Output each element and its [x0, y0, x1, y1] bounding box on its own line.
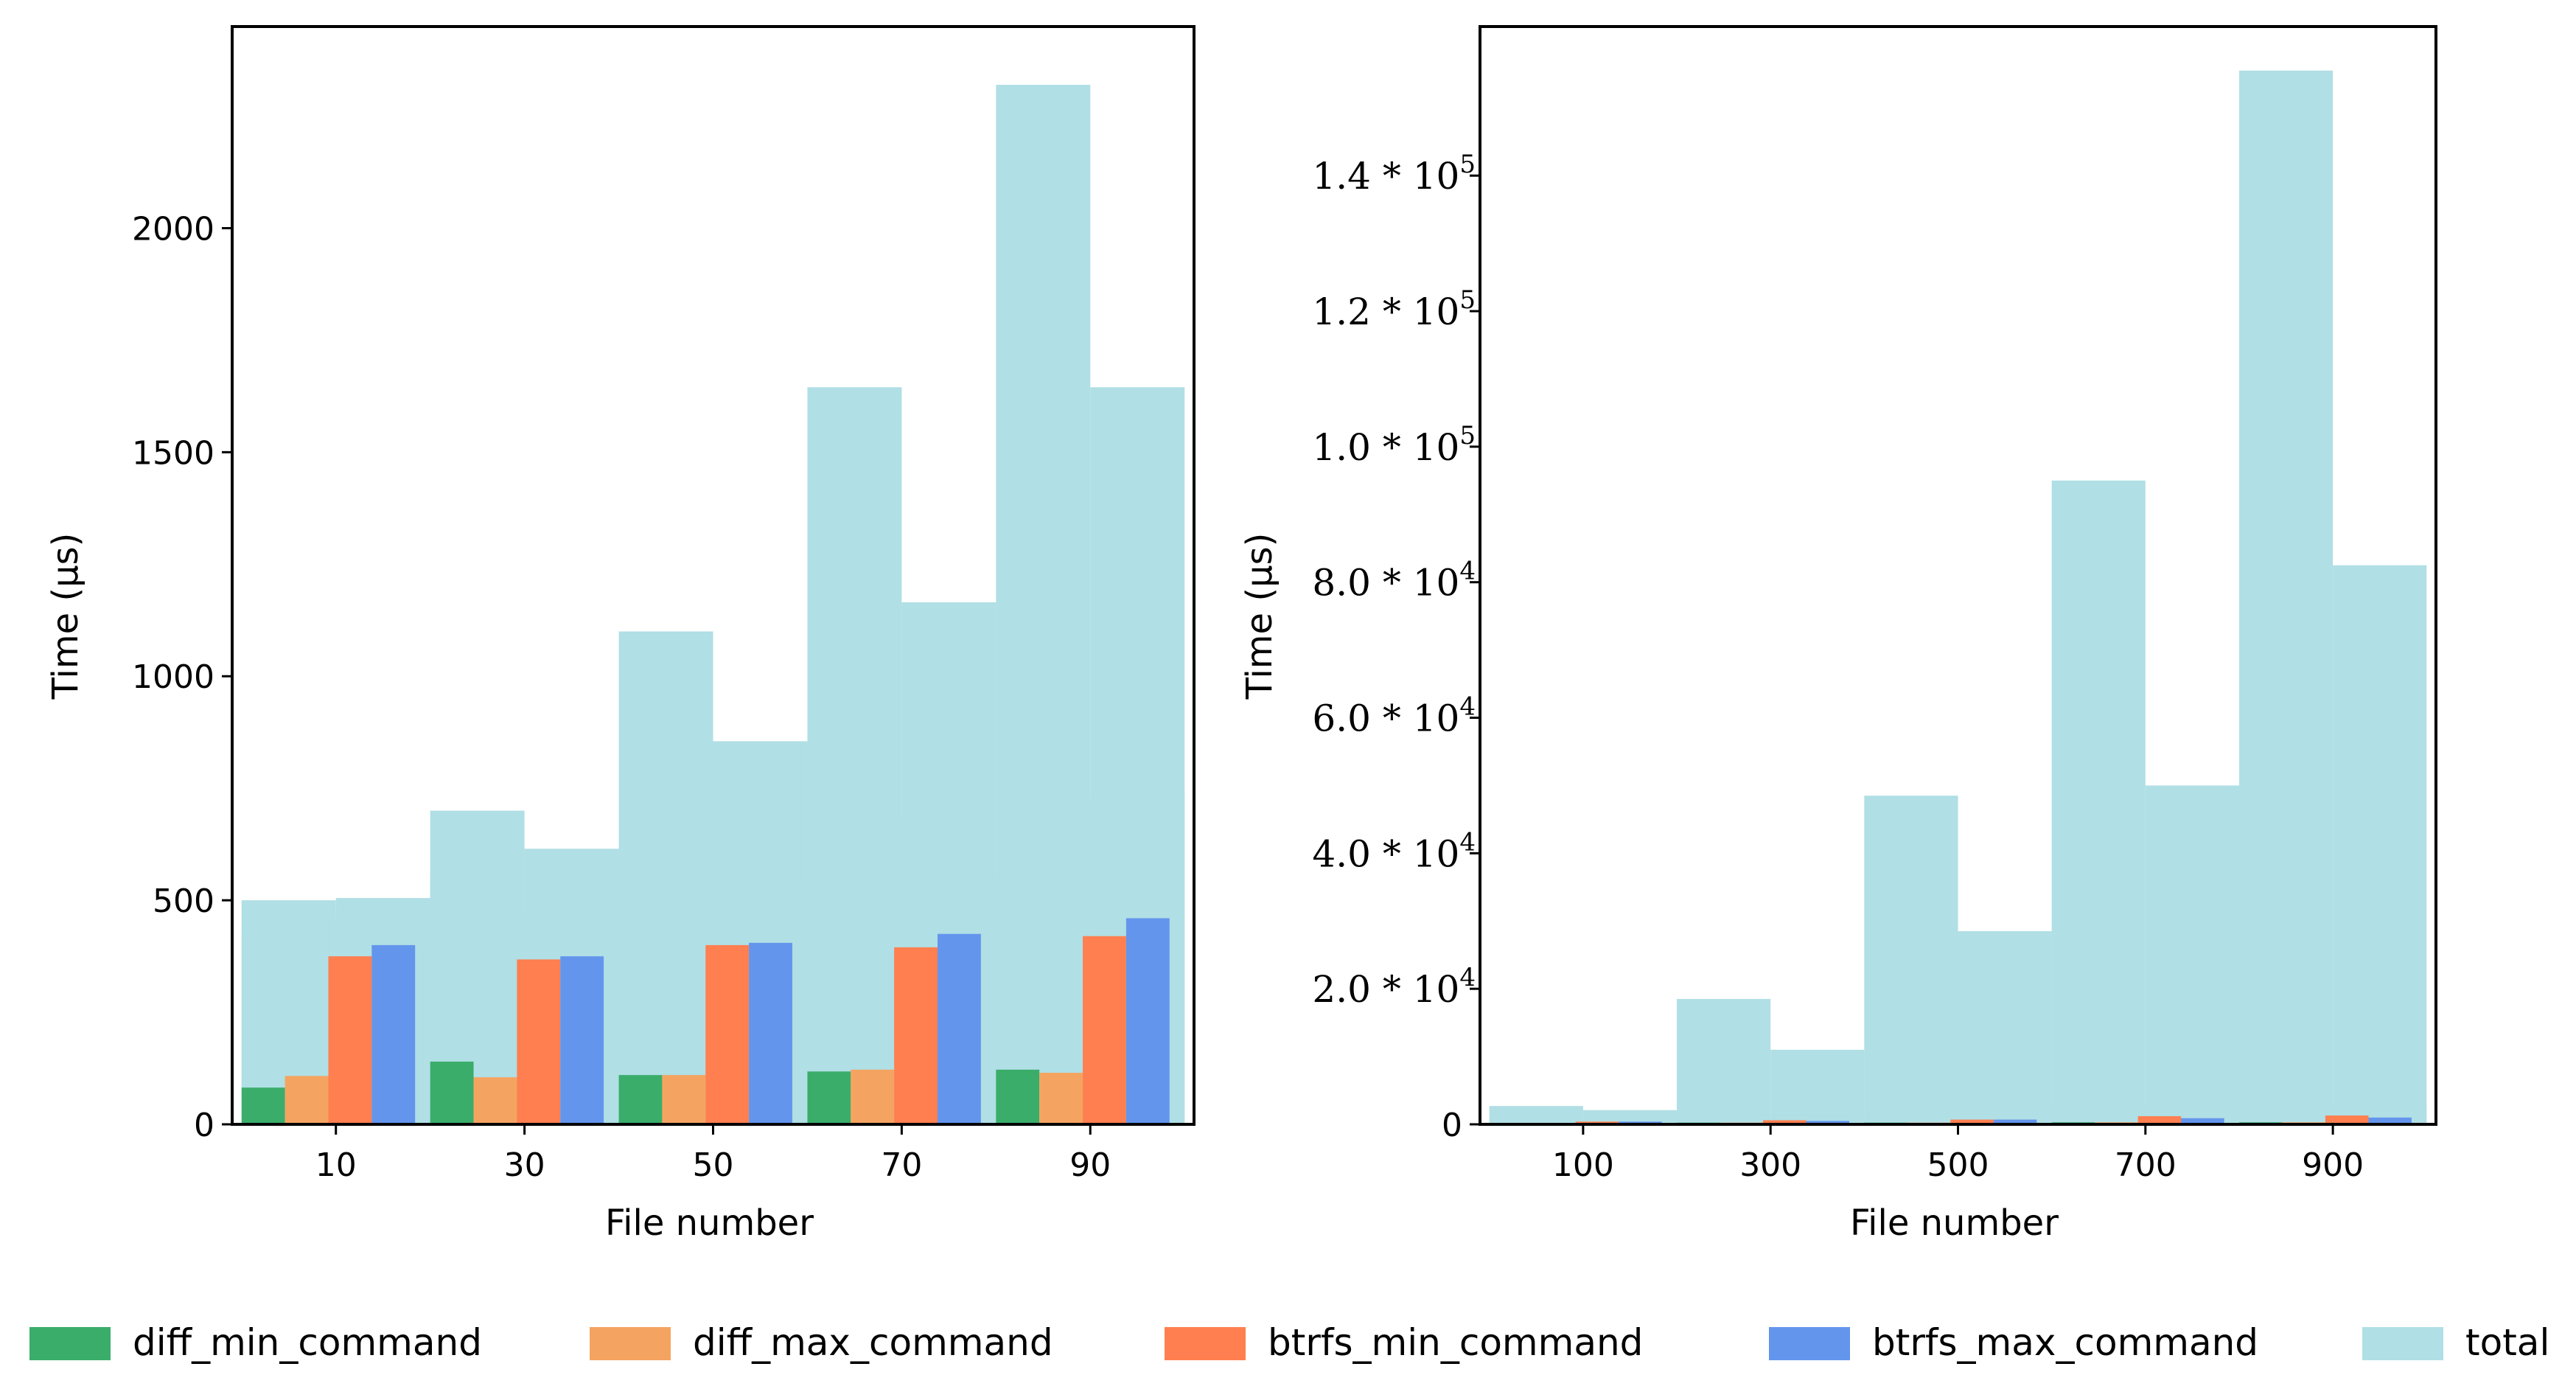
y-tick-label: 0 — [1442, 1107, 1462, 1144]
diff_max-legend-swatch — [590, 1327, 671, 1360]
total-bar-high — [1677, 998, 1771, 1124]
btrfs_max-bar — [1993, 1119, 2037, 1124]
btrfs_max-bar — [371, 944, 416, 1124]
diff_min-bar — [996, 1069, 1040, 1124]
x-tick-label: 500 — [1927, 1146, 1989, 1184]
x-tick-label: 10 — [315, 1146, 357, 1184]
btrfs_min-bar — [2325, 1115, 2369, 1124]
y-tick-label: 1.4 * 105 — [1312, 150, 1476, 198]
y-tick-label: 4.0 * 104 — [1312, 827, 1476, 875]
btrfs_max-bar — [1806, 1121, 1849, 1124]
btrfs_max-legend-swatch — [1769, 1327, 1850, 1360]
y-tick-label: 1500 — [132, 434, 214, 472]
left-chart: 0 500 1000 1500 2000 10 30 50 70 90 File number Tim… — [45, 25, 1195, 1244]
btrfs_min-bar — [2137, 1115, 2182, 1124]
btrfs_min-legend-label: btrfs_min_command — [1268, 1321, 1643, 1364]
diff_max-bar — [285, 1076, 329, 1124]
btrfs_max-bar — [1125, 918, 1170, 1124]
diff_max-bar — [662, 1075, 706, 1124]
y-tick-label: 1000 — [132, 658, 214, 696]
y-axis-label: Time (µs) — [1239, 533, 1280, 700]
total-bar-low — [1864, 1110, 1958, 1124]
btrfs_max-bar — [2181, 1118, 2224, 1124]
diff_max-bar — [851, 1069, 895, 1124]
diff_max-bar — [473, 1077, 517, 1124]
diff_min-bar — [241, 1087, 285, 1124]
btrfs_min-bar — [1763, 1120, 1807, 1124]
y-tick-label: 1.0 * 105 — [1312, 421, 1476, 469]
y-tick-label: 6.0 * 104 — [1312, 692, 1476, 740]
x-tick-label: 50 — [693, 1146, 734, 1184]
legend: diff_min_command diff_max_command btrfs_mi… — [29, 1321, 2549, 1364]
btrfs_min-bar — [894, 947, 938, 1124]
btrfs_min-bar — [705, 944, 750, 1124]
total-bar-high — [1770, 1049, 1865, 1124]
diff_min-bar — [618, 1075, 663, 1124]
total-bar-high — [2238, 70, 2334, 1125]
x-tick-label: 100 — [1552, 1146, 1614, 1184]
diff_min-legend-swatch — [29, 1327, 111, 1360]
diff_max-legend-label: diff_max_command — [693, 1321, 1053, 1364]
total-bar-low — [2051, 1104, 2146, 1124]
diff_min-bar — [430, 1061, 474, 1124]
total-bar-high — [2145, 785, 2239, 1124]
btrfs_max-bar — [938, 933, 981, 1124]
total-bar-high — [1864, 796, 1958, 1124]
x-tick-label: 30 — [504, 1146, 545, 1184]
y-tick-label: 0 — [194, 1107, 214, 1144]
btrfs_min-bar — [1083, 936, 1126, 1124]
x-tick-label: 700 — [2115, 1146, 2177, 1184]
btrfs_max-bar — [749, 942, 792, 1124]
btrfs_max-legend-label: btrfs_max_command — [1872, 1321, 2258, 1364]
btrfs_min-bar — [328, 956, 372, 1124]
btrfs_min-bar — [1950, 1119, 1994, 1124]
total-bar-high — [1958, 931, 2052, 1124]
total-bar-low — [1582, 1117, 1678, 1124]
x-tick-label: 70 — [881, 1146, 922, 1184]
x-tick-label: 300 — [1739, 1146, 1801, 1184]
btrfs_max-bar — [2368, 1117, 2412, 1124]
x-tick-label: 90 — [1069, 1146, 1111, 1184]
total-legend-swatch — [2362, 1327, 2443, 1360]
total-bar-high — [2333, 565, 2427, 1124]
btrfs_max-bar — [560, 956, 604, 1124]
right-chart: 0 2.0 * 104 4.0 * 104 6.0 * 104 8.0 * 104 1.0… — [1239, 25, 2437, 1244]
btrfs_min-legend-swatch — [1165, 1327, 1246, 1360]
total-bar-low — [1677, 1114, 1771, 1124]
y-tick-label: 2.0 * 104 — [1312, 963, 1476, 1011]
diff_max-bar — [1039, 1073, 1083, 1124]
total-bar-low — [1770, 1115, 1865, 1124]
y-tick-label: 500 — [153, 883, 214, 920]
total-bar-high — [2051, 480, 2146, 1124]
y-tick-label: 2000 — [132, 210, 214, 248]
y-axis-label: Time (µs) — [45, 533, 86, 700]
x-tick-label: 900 — [2302, 1146, 2364, 1184]
total-legend-label: total — [2465, 1321, 2549, 1364]
y-tick-label: 8.0 * 104 — [1312, 557, 1476, 605]
y-tick-label: 1.2 * 105 — [1312, 285, 1476, 333]
total-bar-low — [1489, 1115, 1583, 1124]
x-axis-label: File number — [1850, 1202, 2059, 1244]
total-bar-low — [2238, 1100, 2334, 1124]
x-axis-label: File number — [605, 1202, 814, 1244]
diff_min-legend-label: diff_min_command — [133, 1321, 482, 1364]
diff_min-bar — [807, 1071, 851, 1124]
btrfs_min-bar — [517, 959, 561, 1124]
